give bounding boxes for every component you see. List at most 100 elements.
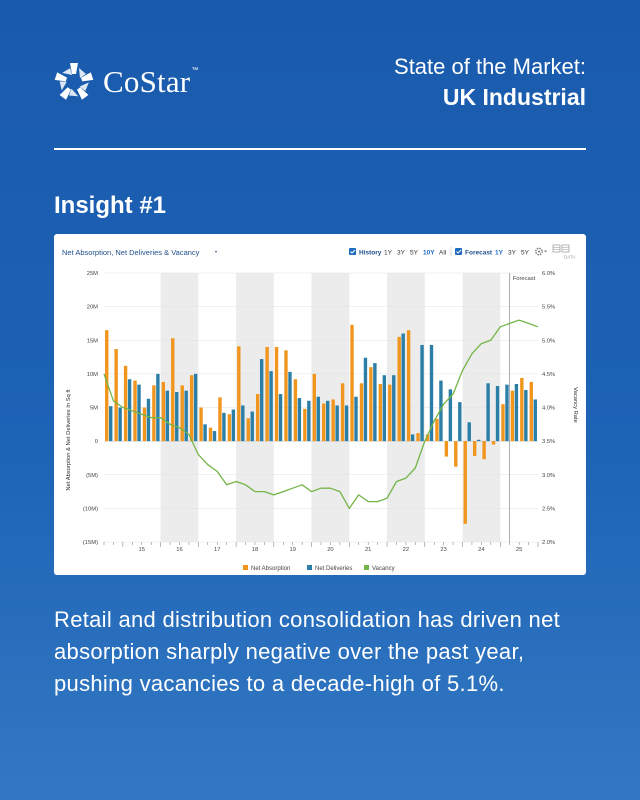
net-absorption-bar bbox=[284, 350, 288, 442]
history-label: History bbox=[359, 250, 382, 257]
divider bbox=[54, 148, 586, 150]
net-absorption-bar bbox=[133, 380, 137, 442]
legend-absorption-label[interactable]: Net Absorption bbox=[251, 566, 290, 572]
x-year-label: 25 bbox=[516, 547, 522, 553]
net-absorption-bar bbox=[463, 441, 467, 524]
insight-description: Retail and distribution consolidation ha… bbox=[54, 607, 561, 696]
net-deliveries-bar bbox=[250, 411, 254, 442]
net-deliveries-bar bbox=[259, 359, 264, 442]
net-deliveries-bar bbox=[278, 394, 283, 442]
costar-star-icon bbox=[54, 63, 94, 100]
net-absorption-bar bbox=[312, 373, 316, 442]
x-year-label: 23 bbox=[440, 547, 446, 553]
net-deliveries-bar bbox=[392, 375, 396, 442]
brand-name: CoStar bbox=[103, 64, 191, 99]
net-deliveries-bar bbox=[231, 409, 236, 442]
y-tick-label: 20M bbox=[87, 305, 98, 311]
net-deliveries-bar bbox=[307, 400, 311, 442]
net-deliveries-bar bbox=[297, 398, 302, 442]
net-absorption-bar bbox=[303, 408, 307, 442]
net-deliveries-bar bbox=[109, 406, 113, 442]
report-subtitle: State of the Market: bbox=[394, 54, 586, 79]
net-deliveries-bar bbox=[335, 405, 339, 442]
net-deliveries-bar bbox=[118, 407, 122, 442]
history-checkbox[interactable] bbox=[349, 248, 356, 255]
history-range-1y[interactable]: 1Y bbox=[384, 250, 393, 257]
net-deliveries-bar bbox=[241, 405, 245, 442]
data-label: DATA bbox=[564, 255, 575, 260]
y2-tick-label: 5.0% bbox=[542, 338, 555, 344]
forecast-range-3y[interactable]: 3Y bbox=[508, 250, 517, 257]
y-tick-label: 10M bbox=[87, 372, 98, 378]
net-deliveries-bar bbox=[165, 390, 170, 442]
history-range-5y[interactable]: 5Y bbox=[410, 250, 419, 257]
net-deliveries-bar bbox=[222, 412, 226, 442]
x-year-label: 21 bbox=[365, 547, 371, 553]
net-absorption-bar bbox=[265, 346, 269, 442]
net-absorption-bar bbox=[350, 324, 354, 442]
net-absorption-bar bbox=[331, 399, 335, 442]
net-absorption-bar bbox=[416, 433, 420, 442]
costar-logo: CoStar ™ bbox=[54, 62, 198, 102]
forecast-range-1y[interactable]: 1Y bbox=[495, 250, 504, 257]
net-deliveries-bar bbox=[410, 434, 415, 442]
net-absorption-bar bbox=[454, 441, 458, 467]
net-absorption-bar bbox=[161, 381, 166, 442]
net-absorption-bar bbox=[322, 403, 326, 442]
data-table-icon[interactable]: DATA bbox=[552, 244, 575, 260]
legend-vacancy-swatch bbox=[364, 565, 369, 570]
net-absorption-bar bbox=[369, 367, 373, 442]
forecast-checkbox[interactable] bbox=[455, 248, 462, 255]
net-absorption-bar bbox=[388, 384, 392, 442]
history-range-3y[interactable]: 3Y bbox=[397, 250, 406, 257]
net-deliveries-bar bbox=[288, 371, 292, 442]
chart-canvas: 25M 20M 15M 10M 5M 0 (5M) (10M) (15M) 6.0% 5.5% 5.0… bbox=[62, 244, 578, 572]
net-absorption-bar bbox=[105, 330, 109, 442]
gear-icon[interactable] bbox=[535, 247, 547, 256]
net-deliveries-bar bbox=[326, 400, 330, 442]
forecast-range-5y[interactable]: 5Y bbox=[521, 250, 530, 257]
y-tick-label: (10M) bbox=[83, 506, 98, 512]
net-deliveries-bar bbox=[269, 371, 273, 442]
legend-deliveries-label[interactable]: Net Deliveries bbox=[315, 566, 352, 572]
net-absorption-bar bbox=[472, 441, 477, 456]
history-check-icon bbox=[350, 249, 356, 254]
y-tick-label: (15M) bbox=[83, 540, 98, 546]
net-absorption-bar bbox=[397, 336, 401, 442]
net-absorption-bar bbox=[510, 390, 515, 442]
y-tick-label: 0 bbox=[95, 439, 98, 445]
net-absorption-bar bbox=[171, 338, 175, 442]
net-deliveries-bar bbox=[373, 363, 377, 442]
legend-absorption-swatch bbox=[243, 565, 248, 570]
net-deliveries-bar bbox=[382, 375, 387, 442]
net-deliveries-bar bbox=[467, 422, 471, 442]
x-year-label: 18 bbox=[252, 547, 258, 553]
y2-tick-label: 2.0% bbox=[542, 540, 555, 546]
y2-tick-label: 3.0% bbox=[542, 473, 555, 479]
report-title: UK Industrial bbox=[442, 84, 586, 110]
x-year-label: 22 bbox=[403, 547, 409, 553]
net-deliveries-bar bbox=[439, 380, 443, 442]
net-absorption-bar bbox=[340, 383, 345, 442]
net-absorption-bar bbox=[482, 441, 486, 460]
y2-tick-label: 2.5% bbox=[542, 506, 555, 512]
net-deliveries-bar bbox=[203, 424, 207, 442]
net-deliveries-bar bbox=[354, 396, 358, 442]
net-absorption-bar bbox=[237, 346, 241, 442]
legend-vacancy-label[interactable]: Vacancy bbox=[372, 566, 395, 572]
x-year-label: 19 bbox=[289, 547, 295, 553]
net-absorption-bar bbox=[274, 346, 279, 442]
y2-tick-label: 6.0% bbox=[542, 271, 555, 277]
net-absorption-bar bbox=[425, 434, 430, 442]
x-year-label: 24 bbox=[478, 547, 485, 553]
net-deliveries-bar bbox=[495, 385, 500, 442]
history-range-all[interactable]: All bbox=[439, 250, 447, 257]
net-deliveries-bar bbox=[212, 431, 217, 442]
x-year-label: 17 bbox=[214, 547, 220, 553]
chart-title-dropdown-icon[interactable] bbox=[215, 251, 217, 253]
x-year-label: 16 bbox=[176, 547, 182, 553]
history-range-10y[interactable]: 10Y bbox=[423, 250, 435, 257]
net-absorption-bar bbox=[520, 377, 524, 442]
net-absorption-bar bbox=[152, 385, 156, 442]
